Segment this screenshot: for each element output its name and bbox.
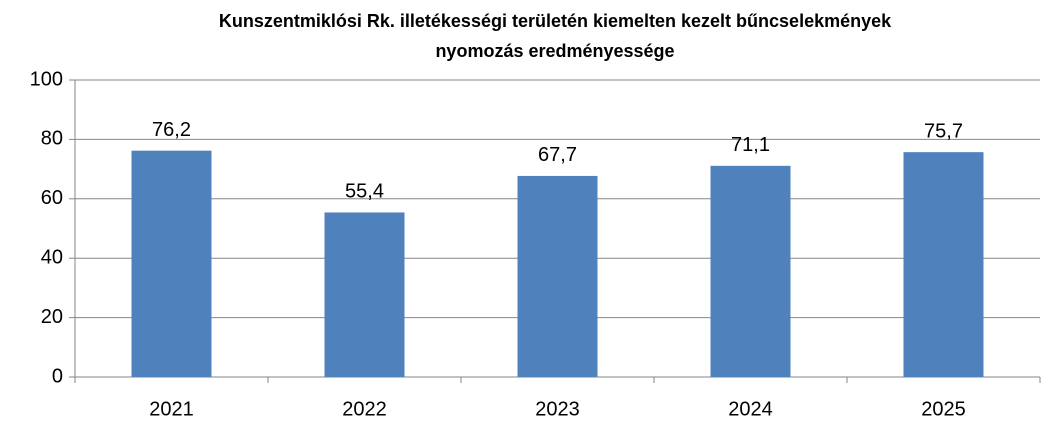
chart-title: nyomozás eredményessége [435, 41, 674, 61]
x-tick-label: 2024 [728, 398, 773, 420]
chart-title: Kunszentmiklósi Rk. illetékességi terüle… [219, 11, 892, 31]
y-tick-label: 20 [41, 306, 63, 328]
bar [324, 212, 405, 377]
bar [517, 175, 598, 377]
value-label: 55,4 [345, 181, 384, 203]
x-tick-label: 2025 [921, 398, 966, 420]
y-tick-label: 80 [41, 128, 63, 150]
x-tick-label: 2022 [342, 398, 387, 420]
value-label: 76,2 [152, 119, 191, 141]
bar [903, 152, 984, 377]
bar [131, 150, 212, 377]
x-tick-label: 2021 [149, 398, 194, 420]
y-tick-label: 40 [41, 246, 63, 268]
y-tick-label: 100 [30, 68, 63, 90]
y-tick-label: 60 [41, 187, 63, 209]
x-tick-label: 2023 [535, 398, 580, 420]
value-label: 75,7 [924, 120, 963, 142]
value-label: 67,7 [538, 144, 577, 166]
bar [710, 165, 791, 377]
y-tick-label: 0 [52, 365, 63, 387]
value-label: 71,1 [731, 134, 770, 156]
